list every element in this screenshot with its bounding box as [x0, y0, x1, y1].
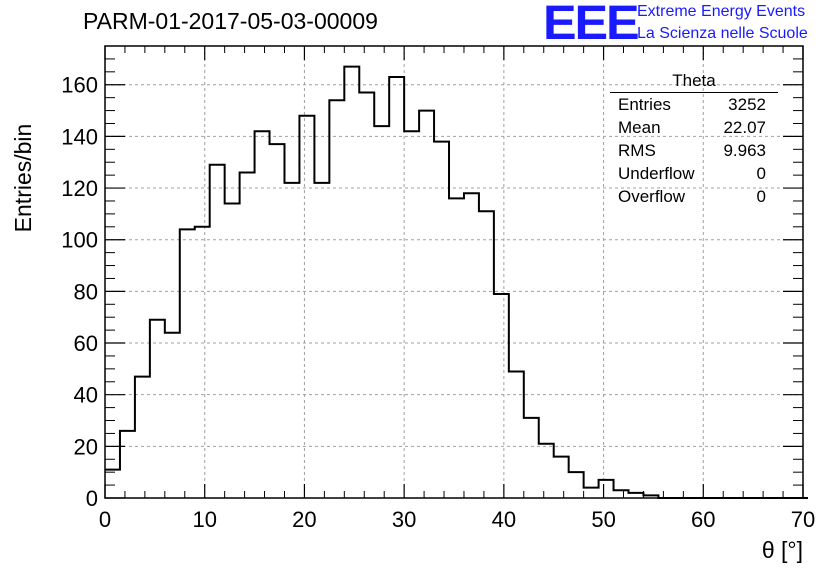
- stats-value: 9.963: [723, 141, 766, 160]
- org-name: Extreme Energy Events: [637, 3, 806, 20]
- stats-value: 3252: [728, 95, 766, 114]
- y-tick-label: 100: [61, 228, 98, 253]
- y-tick-labels: 0 20 40 60 80 100 120 140 160: [61, 73, 98, 511]
- y-tick-label: 120: [61, 176, 98, 201]
- y-tick-label: 140: [61, 124, 98, 149]
- x-tick-label: 70: [791, 507, 815, 532]
- y-tick-label: 40: [74, 383, 98, 408]
- stats-value: 0: [756, 164, 766, 183]
- stats-label: Mean: [618, 118, 661, 137]
- x-tick-label: 0: [99, 507, 111, 532]
- stats-row-underflow: Underflow 0: [610, 162, 778, 185]
- stats-row-mean: Mean 22.07: [610, 116, 778, 139]
- histogram-series: [105, 65, 808, 499]
- eee-logo: EEE: [543, 0, 640, 50]
- x-axis-label: θ [°]: [762, 537, 803, 563]
- x-tick-label: 50: [591, 507, 615, 532]
- chart-title: PARM-01-2017-05-03-00009: [83, 8, 378, 34]
- stats-value: 22.07: [723, 118, 766, 137]
- stats-label: Overflow: [618, 187, 686, 206]
- x-tick-label: 30: [392, 507, 416, 532]
- x-tick-label: 60: [691, 507, 715, 532]
- y-tick-label: 80: [74, 279, 98, 304]
- stats-label: Entries: [618, 95, 671, 114]
- x-tick-labels: 0 10 20 30 40 50 60 70: [99, 507, 815, 532]
- stats-label: Underflow: [618, 164, 695, 183]
- stats-value: 0: [756, 187, 766, 206]
- y-tick-label: 160: [61, 73, 98, 98]
- plot-frame: [104, 45, 804, 499]
- stats-row-rms: RMS 9.963: [610, 139, 778, 162]
- y-tick-label: 60: [74, 331, 98, 356]
- stats-row-overflow: Overflow 0: [610, 185, 778, 208]
- y-tick-label: 0: [86, 486, 98, 511]
- x-tick-label: 40: [492, 507, 516, 532]
- grid-lines: [105, 46, 803, 498]
- y-axis-label: Entries/bin: [10, 124, 36, 233]
- x-tick-label: 20: [292, 507, 316, 532]
- org-subtitle: La Scienza nelle Scuole: [637, 25, 808, 42]
- y-tick-label: 20: [74, 434, 98, 459]
- stats-box-title: Theta: [610, 71, 778, 93]
- stats-box: Theta Entries 3252 Mean 22.07 RMS 9.963 …: [610, 71, 778, 208]
- x-tick-label: 10: [192, 507, 216, 532]
- stats-label: RMS: [618, 141, 656, 160]
- stats-row-entries: Entries 3252: [610, 93, 778, 116]
